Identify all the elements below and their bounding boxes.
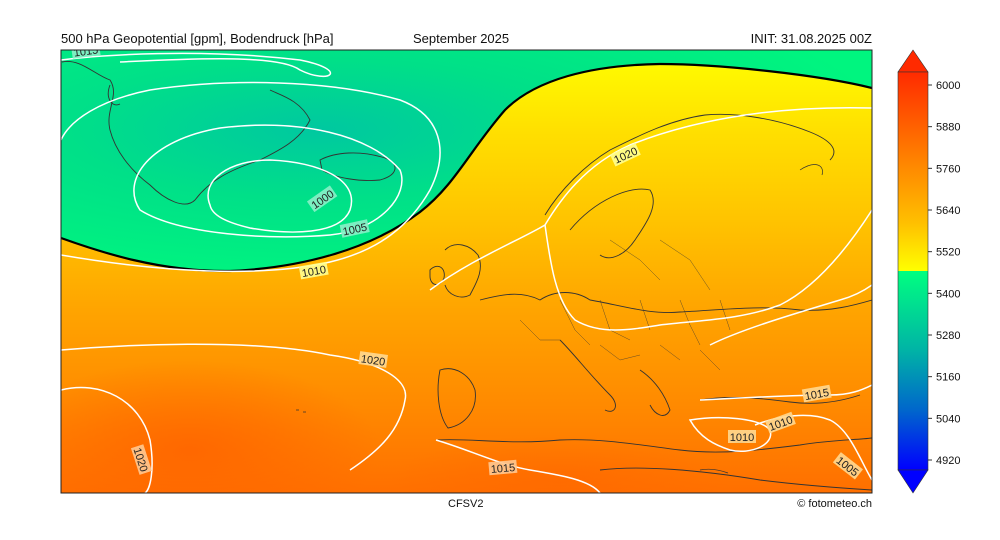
colorbar-ticks: 6000 5880 5760 5640 5520 5400 5280 5160 5040 4920 [928,80,960,467]
colorbar-top-arrow [897,49,929,73]
isobar-label-1005a: 1005 [339,219,370,239]
colorbar-tick-label: 5760 [936,163,960,175]
svg-text:1015: 1015 [73,44,99,59]
isobar-label-1015b: 1015 [488,459,518,476]
colorbar-bottom-arrow [897,469,929,494]
isobar-label-1015a: 1015 [71,44,101,60]
chart-title: 500 hPa Geopotential [gpm], Bodendruck [… [61,31,334,46]
warm-core-southwest [61,360,380,493]
colorbar-tick-label: 5640 [936,205,960,217]
colorbar-tick-label: 5520 [936,247,960,259]
isobar-labels: 1015 1000 1005 1010 1020 1020 1020 1015 … [71,44,863,480]
model-label: CFSV2 [448,498,484,510]
svg-text:1005: 1005 [342,222,368,239]
colorbar-tick-label: 5280 [936,330,960,342]
colorbar: 6000 5880 5760 5640 5520 5400 5280 5160 5040 4920 [897,49,960,494]
valid-month: September 2025 [413,31,510,46]
svg-text:1010: 1010 [730,432,754,444]
isobars [61,52,872,493]
warm-core-south [390,435,730,493]
map-area: 1015 1000 1005 1010 1020 1020 1020 1015 … [61,44,872,493]
isobar-label-1010b: 1010 [728,430,756,444]
isobar-label-1010a: 1010 [298,261,329,280]
credit-label: © fotometeo.ch [797,498,872,510]
svg-text:1010: 1010 [301,264,327,280]
isobar-label-1015c: 1015 [801,384,832,403]
colorbar-tick-label: 6000 [936,80,960,92]
svg-text:1015: 1015 [490,462,515,476]
isobar-label-1020a: 1020 [358,351,388,369]
colorbar-body [897,71,929,471]
svg-text:1020: 1020 [360,353,386,368]
colorbar-tick-label: 5400 [936,288,960,300]
svg-text:1015: 1015 [804,387,830,403]
colorbar-tick-label: 4920 [936,455,960,467]
trough-field [61,50,872,272]
colorbar-tick-label: 5880 [936,122,960,134]
colorbar-tick-label: 5040 [936,413,960,425]
colorbar-tick-label: 5160 [936,372,960,384]
islands [296,164,823,474]
init-time: INIT: 31.08.2025 00Z [750,31,872,46]
map-frame [60,49,873,494]
